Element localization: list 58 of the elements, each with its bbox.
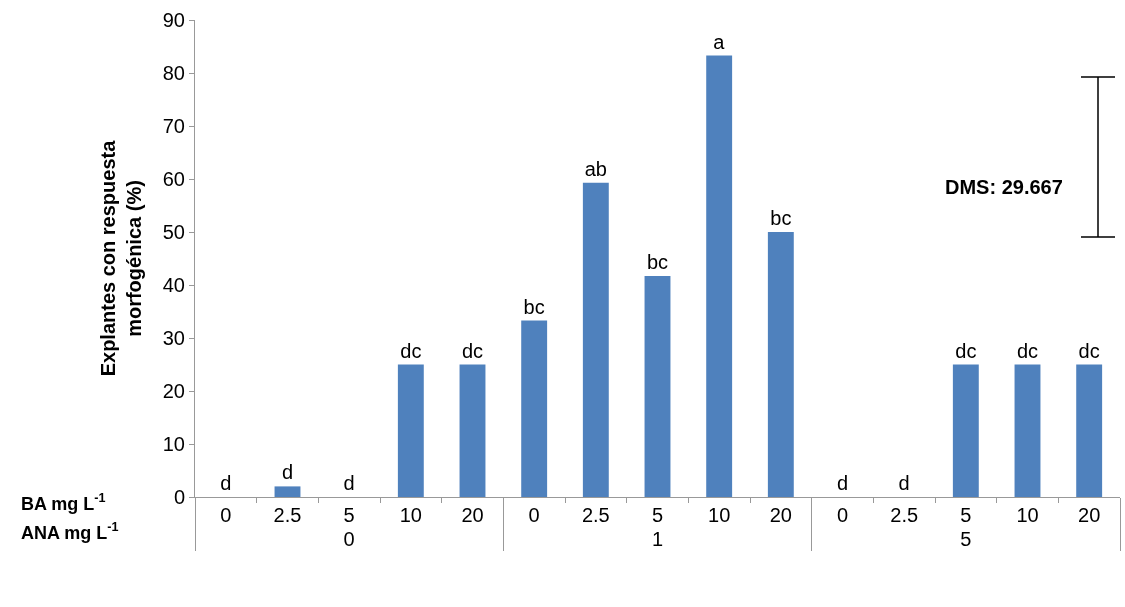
data-label: dc	[955, 339, 977, 362]
x-tick-label: 0	[836, 504, 849, 526]
text: BA mg L$^{-1}$	[21, 491, 106, 514]
y-tick-label: 50	[162, 221, 185, 243]
bar	[274, 486, 301, 497]
x-tick-label: 0	[528, 504, 540, 526]
data-label: dc	[461, 339, 484, 362]
y-tick-label: 30	[162, 327, 185, 349]
y-tick-label: 80	[162, 62, 185, 84]
data-label: d	[281, 461, 294, 484]
data-label: d	[220, 472, 232, 494]
bar	[521, 320, 548, 497]
x-tick-label: 0	[220, 504, 232, 526]
x-tick-label: 5	[343, 504, 355, 526]
bar	[397, 364, 424, 497]
data-label: bc	[770, 207, 792, 229]
data-label: a	[713, 30, 726, 53]
bar	[582, 182, 609, 497]
x-tick-label: 10	[708, 504, 731, 526]
y-axis-title: Explantes con respuesta morfogénica (%)	[97, 139, 146, 377]
y-tick-label: 0	[173, 486, 185, 508]
x-tick-label: 20	[461, 504, 484, 526]
x-tick-label: 2.5	[581, 504, 610, 526]
bar	[459, 364, 486, 497]
text: 5	[960, 528, 972, 550]
y-tick-label: 40	[162, 274, 185, 296]
x-tick-label: 2.5	[273, 504, 302, 526]
data-label: dc	[400, 339, 422, 362]
x-tick-label: 10	[1016, 504, 1039, 526]
y-tick-label: 20	[162, 380, 185, 402]
x-tick-label: 5	[960, 504, 972, 526]
bar	[1014, 364, 1041, 497]
data-label: d	[836, 472, 849, 494]
annotation: DMS: 29.667	[945, 176, 1063, 198]
bar	[644, 275, 671, 497]
data-label: dc	[1016, 339, 1039, 362]
data-label: d	[343, 472, 355, 494]
x-tick-label: 5	[651, 504, 664, 526]
x-tick-label: 2.5	[890, 504, 919, 526]
text: 0	[343, 528, 355, 550]
bar	[1076, 364, 1103, 497]
bar	[706, 55, 733, 497]
data-label: dc	[1078, 339, 1100, 362]
x-tick-label: 10	[399, 504, 422, 526]
text: 1	[651, 528, 664, 550]
data-label: ab	[584, 157, 607, 180]
y-tick-label: 60	[162, 168, 185, 190]
x-tick-label: 20	[769, 504, 792, 526]
x-tick-label: 20	[1078, 504, 1101, 526]
data-label: bc	[646, 250, 669, 273]
text: ANA mg L$^{-1}$	[21, 520, 119, 543]
bar	[767, 232, 794, 497]
y-tick-label: 90	[162, 9, 185, 31]
data-label: bc	[523, 295, 545, 318]
data-label: d	[898, 472, 910, 494]
y-tick-label: 10	[162, 433, 185, 455]
bar	[952, 364, 979, 497]
y-tick-label: 70	[162, 115, 185, 137]
